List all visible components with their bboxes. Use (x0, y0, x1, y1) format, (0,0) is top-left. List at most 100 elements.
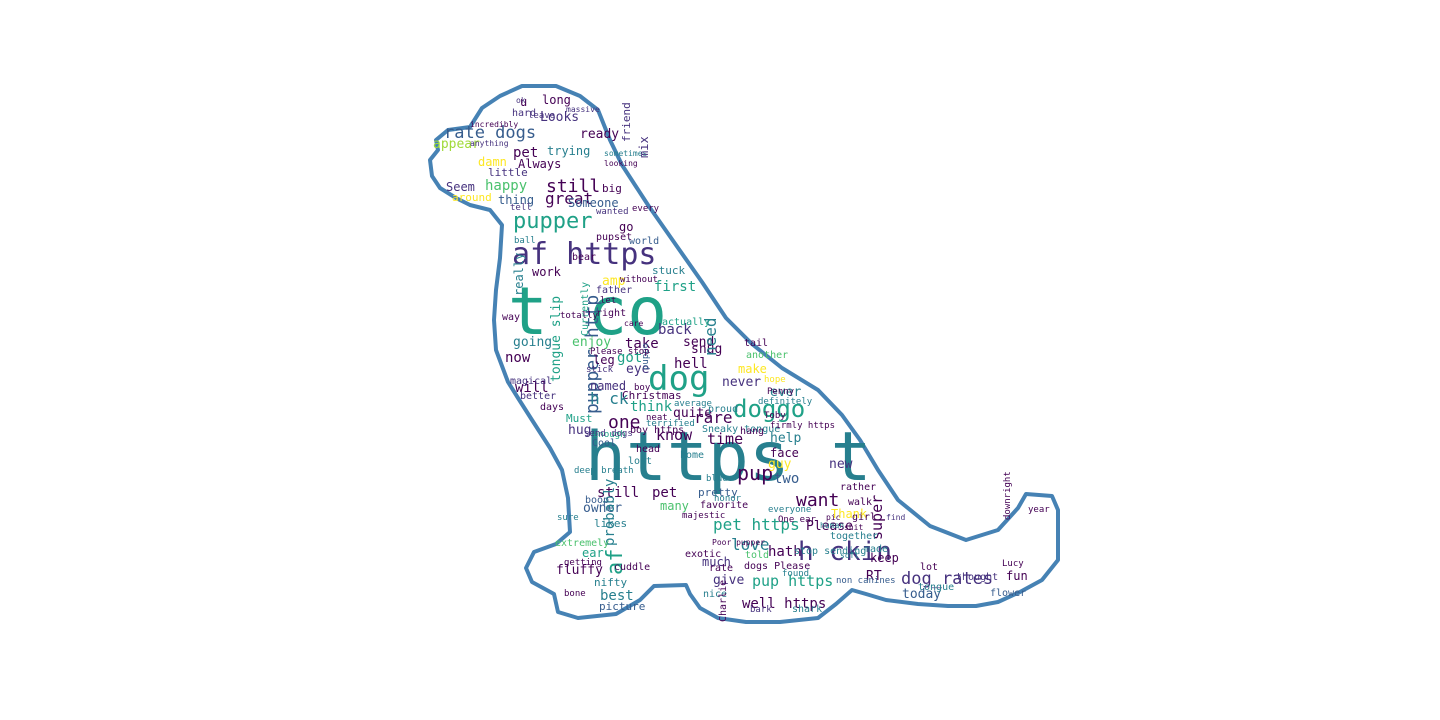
cloud-word: another (746, 350, 788, 361)
cloud-word: need (701, 317, 720, 356)
cloud-word: stuck (652, 264, 685, 277)
cloud-word: Cool (592, 438, 616, 449)
cloud-word: ball (514, 236, 536, 246)
cloud-word: guy (768, 457, 792, 472)
cloud-word: super (868, 495, 886, 540)
cloud-word: hath (768, 544, 802, 560)
cloud-word: downright (1003, 471, 1013, 520)
cloud-word: year (1028, 505, 1050, 515)
cloud-word: average (674, 399, 712, 409)
cloud-word: magical (510, 376, 552, 387)
cloud-word: much (702, 555, 731, 569)
cloud-word: definitely (758, 397, 813, 407)
cloud-word: father (596, 285, 632, 296)
cloud-word: work (532, 265, 562, 279)
cloud-word: Looks (540, 110, 579, 125)
cloud-word: tongue slip (549, 296, 564, 382)
cloud-word: amp (602, 274, 626, 289)
cloud-word: Please (806, 519, 853, 534)
cloud-word: h ckin (798, 537, 892, 567)
cloud-word: One ear (778, 515, 817, 525)
cloud-word: send dogs (584, 429, 633, 439)
cloud-word: u (520, 95, 527, 109)
cloud-word: nice (703, 589, 727, 600)
cloud-word: exotic (685, 549, 721, 560)
cloud-word: totally (560, 311, 599, 321)
cloud-word: around (452, 191, 492, 204)
cloud-word: leave (528, 111, 555, 121)
cloud-word: Penny (767, 387, 795, 397)
cloud-word: stop sending (794, 546, 866, 557)
cloud-word: deep breath (574, 466, 634, 476)
cloud-word: mix (637, 136, 651, 158)
cloud-word: proud (708, 404, 738, 415)
cloud-word: keep (870, 551, 899, 565)
cloud-word: enjoy (572, 335, 611, 350)
cloud-word: dogs Please (744, 561, 810, 572)
cloud-word: pet (513, 145, 538, 161)
cloud-word: pupper http (582, 295, 603, 414)
cloud-word: actually (662, 317, 710, 328)
cloud-word: make (738, 362, 767, 376)
cloud-word: walk (848, 497, 872, 508)
cloud-word: Someone (568, 196, 619, 210)
cloud-word: ok (516, 96, 526, 105)
cloud-word: little (488, 166, 528, 179)
cloud-word: boy (634, 383, 651, 393)
cloud-word: way (502, 312, 520, 323)
cloud-word: found (782, 569, 809, 579)
cloud-word: flower (990, 588, 1026, 599)
cloud-word: rate (709, 563, 733, 574)
cloud-word: Currently (580, 282, 591, 336)
cloud-word: together (830, 531, 878, 542)
cloud-word: now (505, 350, 531, 366)
cloud-word: nifty (594, 576, 627, 589)
cloud-word: boop (585, 495, 609, 506)
cloud-word: one (608, 412, 641, 433)
cloud-word: Lucy (1002, 559, 1024, 569)
cloud-word: incredibly (470, 120, 518, 129)
cloud-word: without (620, 275, 658, 285)
cloud-word: Thank (831, 507, 868, 521)
cloud-word: going (513, 335, 552, 350)
cloud-word: pet https (713, 515, 800, 534)
cloud-word: Sneaky tongue (702, 424, 780, 435)
cloud-word: quite (673, 406, 712, 421)
cloud-word: favorite (700, 500, 748, 511)
cloud-word: girl (852, 512, 876, 523)
cloud-word: dog (648, 359, 709, 399)
cloud-word: ready (580, 127, 619, 142)
cloud-word: probably (602, 479, 618, 546)
cloud-word: af (603, 549, 628, 576)
cloud-word: https t (585, 418, 872, 497)
cloud-word: hard (512, 108, 536, 119)
cloud-word: hang (740, 426, 764, 437)
cloud-word: many (660, 499, 689, 513)
cloud-word: pupset (596, 232, 632, 243)
dog-silhouette-outline (428, 84, 1060, 624)
cloud-word: picture (599, 600, 645, 613)
cloud-word: first (654, 279, 696, 295)
cloud-word: cuddle (614, 562, 650, 573)
cloud-word: bark (750, 605, 772, 615)
cloud-word: Always (518, 157, 561, 171)
cloud-word: likes (594, 517, 627, 530)
cloud-word: head (636, 444, 660, 455)
cloud-word: h ck (590, 389, 629, 408)
cloud-word: made (864, 544, 888, 555)
cloud-word: happy (485, 178, 527, 194)
cloud-word: af https (512, 237, 657, 272)
cloud-word: wanted (596, 207, 629, 217)
cloud-word: thing (498, 193, 534, 207)
cloud-word: love (731, 535, 770, 554)
cloud-word: getting (564, 558, 602, 568)
cloud-word: pup https (752, 572, 833, 590)
cloud-word: Must (566, 412, 593, 425)
cloud-word: ear (582, 546, 604, 560)
cloud-word: fluffy (556, 563, 603, 578)
cloud-word: two (774, 471, 799, 487)
cloud-word: stick (586, 365, 614, 375)
cloud-word: dog_rates (901, 569, 993, 589)
cloud-word: rate dogs (444, 123, 536, 143)
cloud-word: pic (826, 513, 841, 522)
